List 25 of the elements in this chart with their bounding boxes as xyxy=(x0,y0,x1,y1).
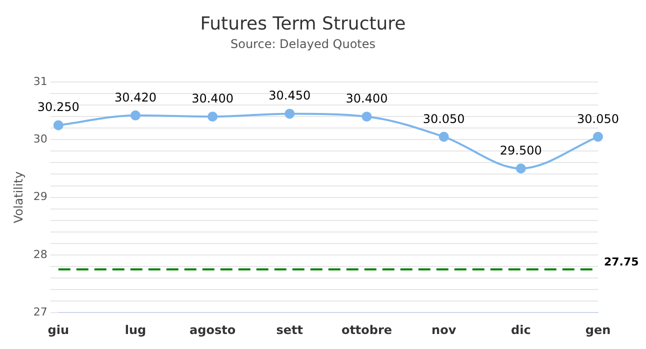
x-tick-label: sett xyxy=(276,322,304,337)
data-label: 30.450 xyxy=(268,88,311,103)
y-tick-label: 31 xyxy=(33,74,48,88)
chart-subtitle: Source: Delayed Quotes xyxy=(230,36,376,51)
chart-title: Futures Term Structure xyxy=(200,13,406,34)
y-axis-title: Volatility xyxy=(11,171,26,224)
x-tick-label: dic xyxy=(511,322,531,337)
y-tick-label: 29 xyxy=(33,190,48,204)
y-tick-label: 28 xyxy=(33,248,48,261)
x-tick-label: lug xyxy=(124,322,146,337)
x-tick-label: agosto xyxy=(190,322,236,337)
x-tick-label: giu xyxy=(48,322,70,337)
data-label: 30.050 xyxy=(422,112,465,126)
data-label: 30.420 xyxy=(114,90,156,104)
data-label: 30.050 xyxy=(577,112,619,126)
y-tick-label: 30 xyxy=(33,132,48,146)
x-tick-label: nov xyxy=(432,322,456,337)
ref-line-label: 27.75 xyxy=(604,255,639,268)
data-label: 30.400 xyxy=(192,92,234,106)
data-label: 30.250 xyxy=(37,100,80,114)
y-tick-label: 27 xyxy=(33,305,48,318)
data-label: 29.500 xyxy=(500,143,542,158)
x-tick-label: gen xyxy=(585,322,611,337)
data-label: 30.400 xyxy=(346,92,388,106)
x-tick-label: ottobre xyxy=(341,322,392,337)
